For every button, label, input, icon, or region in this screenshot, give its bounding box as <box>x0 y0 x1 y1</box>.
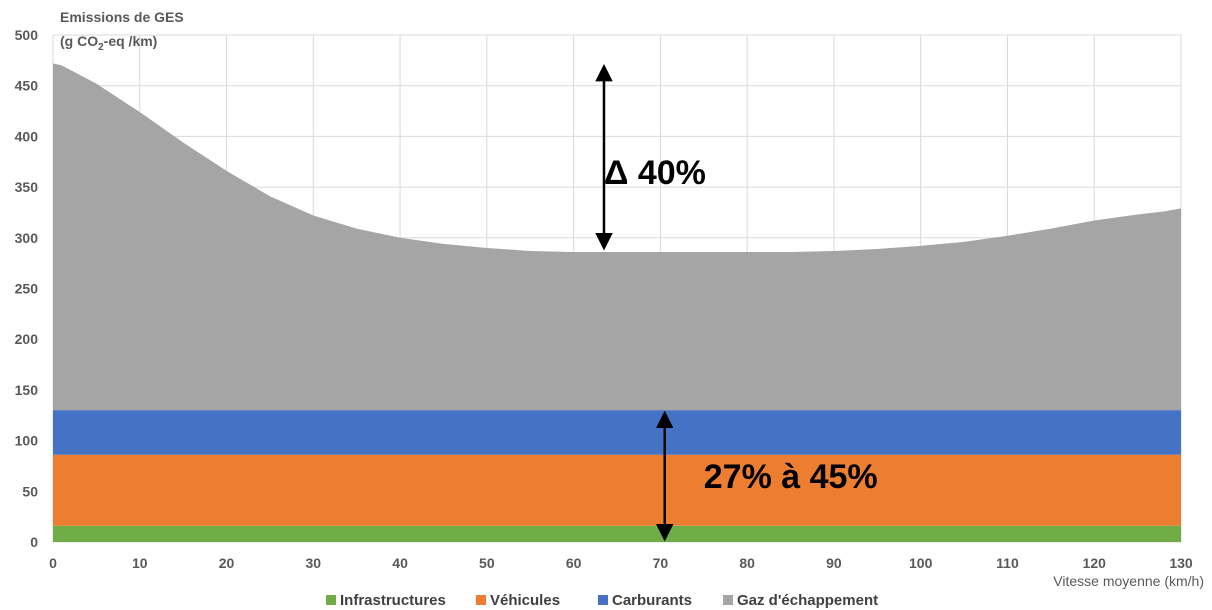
y-tick-label: 300 <box>15 230 39 246</box>
x-tick-label: 10 <box>132 555 148 571</box>
y-tick-label: 50 <box>22 483 38 499</box>
x-tick-label: 130 <box>1169 555 1193 571</box>
y-tick-label: 250 <box>15 281 39 297</box>
x-tick-label: 20 <box>219 555 235 571</box>
y-axis-unit-prefix: (g CO <box>60 33 98 49</box>
x-tick-label: 70 <box>653 555 669 571</box>
annotations: Δ 40% 27% à 45% <box>595 63 878 542</box>
legend-label-2: Carburants <box>612 592 692 609</box>
y-tick-label: 500 <box>15 27 39 43</box>
y-axis-title: Emissions de GES <box>60 9 184 25</box>
stacked-areas <box>53 63 1181 542</box>
x-tick-label: 80 <box>739 555 755 571</box>
x-tick-label: 120 <box>1083 555 1107 571</box>
x-tick-label: 60 <box>566 555 582 571</box>
annotation-label-0: Δ 40% <box>604 154 706 192</box>
x-tick-label: 110 <box>996 555 1019 571</box>
x-tick-label: 30 <box>306 555 322 571</box>
y-axis-unit-suffix: -eq /km) <box>104 33 158 49</box>
area-0 <box>53 525 1181 542</box>
legend-label-3: Gaz d'échappement <box>737 592 878 609</box>
legend: Infrastructures Véhicules Carburants Gaz d'… <box>326 592 878 609</box>
annotation-label-1: 27% à 45% <box>704 458 878 496</box>
area-2 <box>53 410 1181 455</box>
x-tick-label: 0 <box>49 555 57 571</box>
legend-label-0: Infrastructures <box>340 592 446 609</box>
x-tick-label: 50 <box>479 555 495 571</box>
y-tick-label: 0 <box>30 534 38 550</box>
area-1 <box>53 454 1181 526</box>
legend-swatch-2 <box>598 595 608 605</box>
y-axis-ticks: 0 50 100 150 200 250 300 350 400 450 500 <box>15 27 39 550</box>
y-tick-label: 450 <box>15 78 39 94</box>
legend-label-1: Véhicules <box>490 592 560 609</box>
legend-swatch-3 <box>723 595 733 605</box>
x-tick-label: 100 <box>909 555 933 571</box>
y-tick-label: 200 <box>15 331 39 347</box>
legend-swatch-1 <box>476 595 486 605</box>
y-tick-label: 150 <box>15 382 39 398</box>
y-axis-unit: (g CO2-eq /km) <box>60 33 157 53</box>
y-tick-label: 100 <box>15 433 39 449</box>
x-tick-label: 40 <box>392 555 408 571</box>
area-3 <box>53 63 1181 411</box>
x-axis-ticks: 0 10 20 30 40 50 60 70 80 90 100 110 120 130 <box>49 555 1193 571</box>
y-tick-label: 350 <box>15 179 39 195</box>
y-axis-unit-subscript: 2 <box>98 42 104 53</box>
legend-swatch-0 <box>326 595 336 605</box>
y-tick-label: 400 <box>15 128 39 144</box>
x-tick-label: 90 <box>826 555 842 571</box>
x-axis-title: Vitesse moyenne (km/h) <box>1053 573 1204 589</box>
